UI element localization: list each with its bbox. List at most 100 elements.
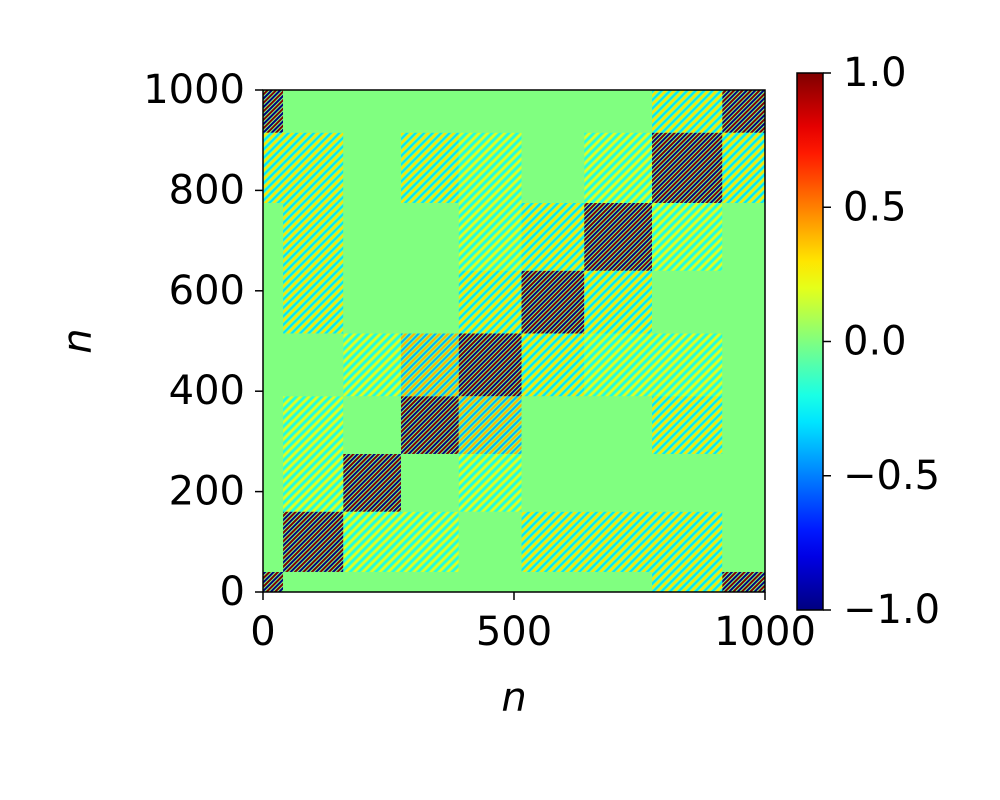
heatmap-cell (343, 511, 402, 572)
heatmap-cell (584, 571, 653, 592)
heatmap-cell (521, 90, 585, 133)
y-tick-label: 600 (169, 268, 245, 314)
heatmap-cell (343, 202, 402, 271)
heatmap-cell (584, 396, 653, 454)
heatmap-cells (263, 90, 765, 592)
heatmap-cell (521, 511, 585, 572)
colorbar-tick-label: −0.5 (843, 453, 940, 499)
heatmap-cell (458, 333, 522, 397)
colorbar (796, 72, 824, 611)
heatmap-cell (263, 132, 284, 203)
heatmap-cell (283, 270, 344, 334)
heatmap-cell (652, 453, 723, 512)
heatmap-cell (343, 571, 402, 592)
heatmap-cell (343, 132, 402, 203)
heatmap-cell (458, 453, 522, 512)
y-tick-label: 200 (169, 469, 245, 515)
heatmap-cell (722, 571, 765, 592)
heatmap-cell (283, 132, 344, 203)
y-tick-label: 800 (169, 167, 245, 213)
heatmap-cell (401, 90, 459, 133)
heatmap-cell (263, 453, 284, 512)
y-tick-label: 1000 (143, 67, 245, 113)
heatmap-cell (458, 571, 522, 592)
heatmap-cell (401, 453, 459, 512)
colorbar-tick-label: 0.5 (843, 184, 907, 230)
heatmap-cell (283, 90, 344, 133)
y-tick-label: 400 (169, 368, 245, 414)
heatmap-cell (401, 202, 459, 271)
heatmap-cell (521, 132, 585, 203)
heatmap-cell (722, 132, 765, 203)
heatmap-cell (584, 132, 653, 203)
heatmap-cell (584, 90, 653, 133)
heatmap-cell (722, 396, 765, 454)
heatmap-cell (652, 396, 723, 454)
heatmap-cell (722, 270, 765, 334)
heatmap-cell (652, 333, 723, 397)
heatmap-cell (584, 453, 653, 512)
colorbar-tick-label: 0.0 (843, 319, 907, 365)
heatmap-cell (521, 453, 585, 512)
heatmap-cell (263, 202, 284, 271)
heatmap-cell (343, 333, 402, 397)
heatmap-cell (722, 90, 765, 133)
heatmap-cell (343, 453, 402, 512)
x-tick-label: 0 (250, 609, 275, 655)
y-tick-label: 0 (220, 569, 245, 615)
heatmap-cell (652, 90, 723, 133)
heatmap-cell (521, 396, 585, 454)
colorbar-tick-label: −1.0 (843, 587, 940, 633)
heatmap-cell (458, 132, 522, 203)
heatmap-cell (584, 270, 653, 334)
heatmap-cell (521, 270, 585, 334)
x-tick-label: 500 (476, 609, 552, 655)
heatmap-cell (401, 396, 459, 454)
heatmap-cell (584, 333, 653, 397)
heatmap-cell (722, 202, 765, 271)
heatmap-cell (722, 511, 765, 572)
heatmap-cell (401, 333, 459, 397)
x-tick-label: 1000 (714, 609, 816, 655)
heatmap-cell (652, 202, 723, 271)
heatmap-cell (343, 396, 402, 454)
x-axis-label: n (501, 675, 526, 721)
y-axis-label: n (55, 328, 101, 353)
heatmap-cell (283, 202, 344, 271)
heatmap-cell (263, 571, 284, 592)
heatmap-cell (343, 90, 402, 133)
heatmap-cell (458, 202, 522, 271)
heatmap-cell (263, 396, 284, 454)
heatmap-cell (458, 90, 522, 133)
heatmap-cell (401, 132, 459, 203)
heatmap-cell (521, 333, 585, 397)
heatmap-cell (263, 270, 284, 334)
heatmap-cell (458, 511, 522, 572)
heatmap-cell (401, 571, 459, 592)
heatmap-cell (652, 511, 723, 572)
heatmap-cell (458, 396, 522, 454)
heatmap-cell (652, 571, 723, 592)
heatmap-cell (283, 333, 344, 397)
heatmap-cell (263, 90, 284, 133)
heatmap-cell (584, 202, 653, 271)
heatmap-cell (584, 511, 653, 572)
heatmap-cell (263, 511, 284, 572)
heatmap-cell (722, 453, 765, 512)
heatmap-cell (283, 571, 344, 592)
heatmap-cell (283, 453, 344, 512)
heatmap-cell (401, 511, 459, 572)
heatmap-cell (652, 270, 723, 334)
heatmap-cell (652, 132, 723, 203)
heatmap-cell (521, 571, 585, 592)
heatmap-cell (401, 270, 459, 334)
heatmap-cell (283, 511, 344, 572)
heatmap-cell (343, 270, 402, 334)
heatmap-cell (521, 202, 585, 271)
heatmap-cell (283, 396, 344, 454)
heatmap-cell (722, 333, 765, 397)
heatmap-cell (458, 270, 522, 334)
heatmap-cell (263, 333, 284, 397)
colorbar-tick-label: 1.0 (843, 50, 907, 96)
